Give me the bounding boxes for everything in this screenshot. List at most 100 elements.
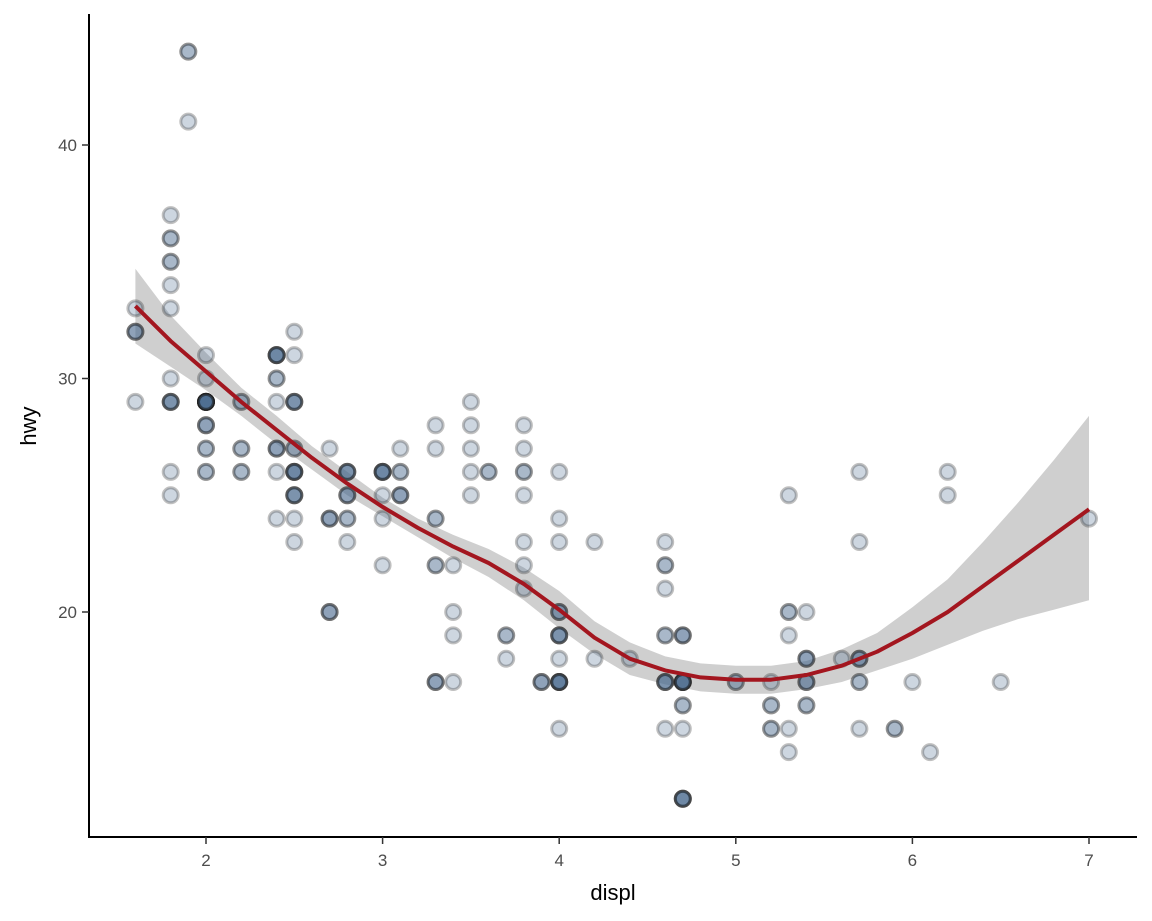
data-point [656,533,675,551]
data-point [797,696,816,715]
data-point [779,626,798,645]
data-point [197,416,215,435]
y-tick-label: 40 [58,136,77,155]
data-point [550,673,569,691]
data-point [197,392,215,411]
data-point [126,322,145,341]
data-point [673,789,692,808]
data-point [267,439,286,458]
data-point [126,322,145,341]
data-point [656,626,675,645]
data-point [373,486,392,505]
data-point [938,486,957,505]
data-point [656,719,675,738]
x-tick-label: 7 [1084,851,1093,870]
data-point [532,673,551,691]
data-point [514,439,533,458]
data-point [762,719,781,738]
data-point [779,603,798,621]
loess-curve [133,304,1091,682]
data-point [285,392,304,411]
data-point [391,486,410,505]
data-point [161,392,180,411]
data-point [550,626,569,645]
data-point [285,392,304,411]
data-point [673,789,692,808]
y-tick-label: 20 [58,603,77,622]
data-point [656,673,675,691]
data-point [426,439,445,458]
data-point [921,743,940,762]
data-point [550,719,569,738]
data-point [197,392,215,411]
data-point [497,649,516,668]
data-point [161,229,180,248]
data-point [338,509,357,528]
data-point [391,486,410,505]
data-point [267,369,286,388]
data-point [444,556,463,575]
data-point [532,673,551,691]
data-point [550,673,569,691]
data-point [232,439,251,458]
data-point [461,439,480,458]
data-point [779,486,798,505]
data-point [285,392,304,411]
data-point [197,416,215,435]
data-point [320,509,339,528]
data-point [338,462,357,481]
data-point [197,392,215,411]
axes [88,14,1137,838]
data-point [161,276,180,295]
data-point [197,462,215,481]
data-point [779,603,798,621]
data-point [391,462,410,481]
data-point [267,346,286,365]
data-point [161,252,180,271]
data-point [373,462,392,481]
data-point [197,439,215,458]
x-tick-label: 4 [554,851,563,870]
data-point [285,462,304,481]
data-point [179,42,198,61]
data-point [797,649,816,668]
data-point [514,462,533,481]
data-point [285,346,304,365]
data-point [991,673,1010,691]
data-point [497,626,516,645]
data-point [161,392,180,411]
data-point [514,556,533,575]
data-point [267,462,286,481]
data-point [197,392,215,411]
data-point [267,439,286,458]
data-point [673,789,692,808]
data-point [656,556,675,575]
data-point [285,462,304,481]
data-point [338,486,357,505]
data-point [426,416,445,435]
data-point [373,462,392,481]
data-point [585,533,604,551]
data-point [656,673,675,691]
data-point [161,486,180,505]
data-point [673,626,692,645]
data-point [461,416,480,435]
data-point [479,462,498,481]
data-point [161,206,180,225]
data-point [762,696,781,715]
data-point [338,486,357,505]
data-point [320,603,339,621]
data-point [762,719,781,738]
data-point [426,673,445,691]
data-point [197,462,215,481]
data-point [161,299,180,318]
data-point [550,533,569,551]
data-points [126,42,1098,808]
data-point [179,42,198,61]
data-point [514,533,533,551]
data-point [514,462,533,481]
smooth-line [133,304,1091,682]
data-point [267,346,286,365]
data-point [938,462,957,481]
data-point [532,673,551,691]
